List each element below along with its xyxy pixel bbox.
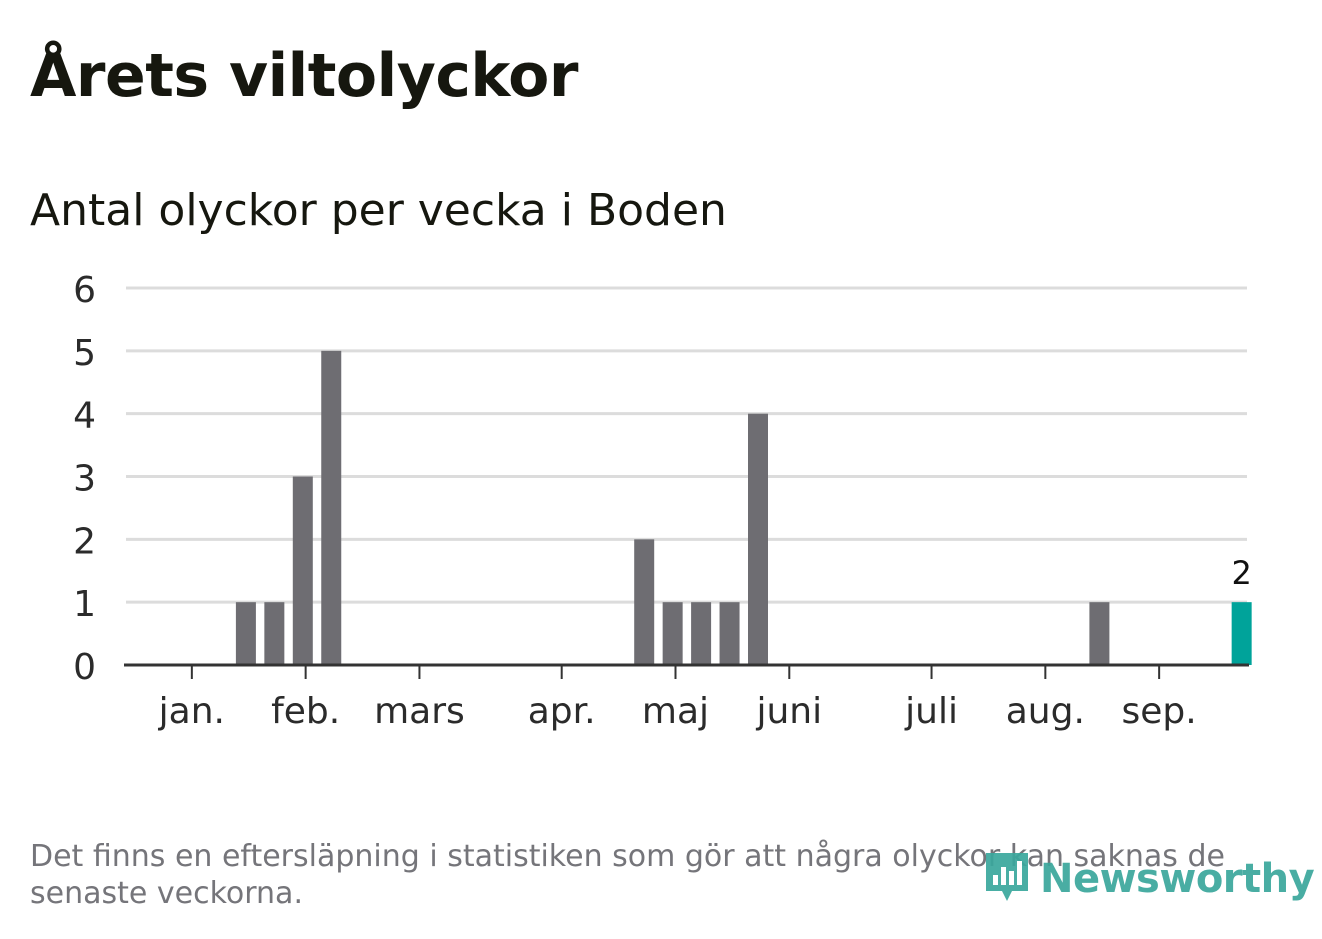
bar-chart: 0 1 2 3 4 5 6 2 jan. feb. mars apr. maj juni juli aug… <box>73 270 1252 732</box>
highlight-value-label: 2 <box>1231 554 1251 592</box>
bar <box>321 350 342 665</box>
bar <box>264 602 285 665</box>
logo-text: Newsworthy <box>1040 856 1315 902</box>
chart-subtitle: Antal olyckor per vecka i Boden <box>30 185 727 236</box>
y-tick-label: 4 <box>73 396 96 437</box>
y-axis-ticks: 0 1 2 3 4 5 6 <box>73 270 96 688</box>
y-tick-label: 1 <box>73 584 96 625</box>
bar <box>634 539 655 665</box>
chart-title: Årets viltolyckor <box>30 41 579 111</box>
bars: 2 <box>235 350 1252 665</box>
bar <box>235 602 256 665</box>
newsworthy-logo: Newsworthy <box>982 850 1315 908</box>
x-tick-label: jan. <box>158 691 225 732</box>
y-tick-label: 3 <box>73 459 96 500</box>
x-tick-label: aug. <box>1006 691 1085 732</box>
x-tick-label: juli <box>904 691 958 732</box>
x-tick-label: juni <box>755 691 822 732</box>
x-tick-label: sep. <box>1122 691 1197 732</box>
bar <box>1089 602 1110 665</box>
y-tick-label: 0 <box>73 647 96 688</box>
bar <box>292 476 313 665</box>
bar-highlight <box>1231 602 1252 665</box>
x-tick-label: mars <box>374 691 465 732</box>
x-axis-ticks: jan. feb. mars apr. maj juni juli aug. sep. <box>158 665 1197 732</box>
bar <box>719 602 740 665</box>
y-tick-label: 2 <box>73 521 96 562</box>
bar <box>691 602 712 665</box>
y-tick-label: 5 <box>73 333 96 374</box>
x-tick-label: maj <box>642 691 709 732</box>
x-tick-label: apr. <box>528 691 596 732</box>
bar <box>662 602 683 665</box>
grid-lines <box>126 286 1247 604</box>
x-tick-label: feb. <box>271 691 340 732</box>
chart-bubble-icon <box>986 853 1028 901</box>
y-tick-label: 6 <box>73 270 96 311</box>
bar <box>748 413 768 665</box>
